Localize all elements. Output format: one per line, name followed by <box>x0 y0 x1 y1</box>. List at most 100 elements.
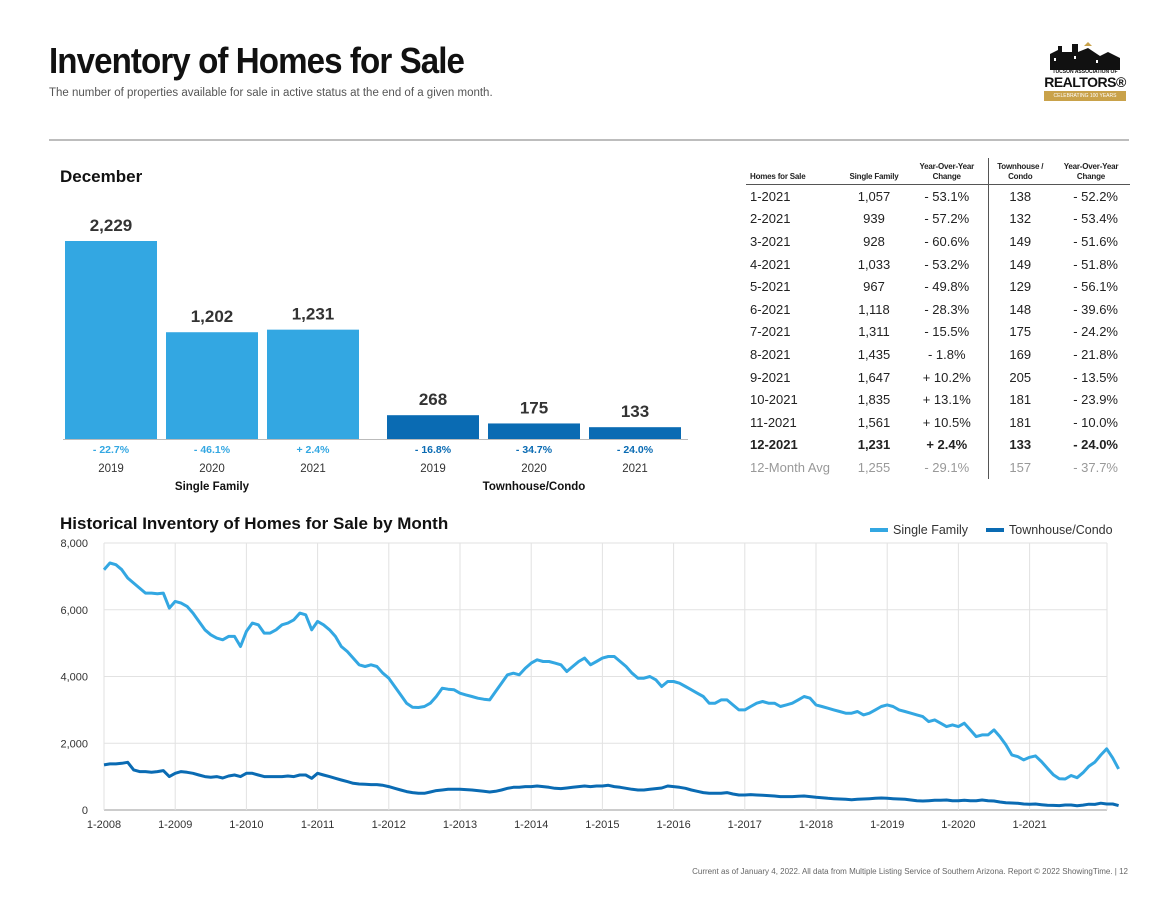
row-yoy-sf: + 10.2% <box>922 369 971 385</box>
table-row: 4-2021 1,033 - 53.2% 149 - 51.8% <box>746 252 1130 276</box>
row-yoy-sf: - 57.2% <box>924 211 970 227</box>
series-line-townhouse <box>103 760 1119 808</box>
bar-year-label: 2020 <box>521 463 547 475</box>
row-single-family: 1,835 <box>857 392 891 408</box>
legend-label-single-family: Single Family <box>893 523 969 537</box>
y-tick-label: 0 <box>82 805 88 817</box>
row-single-family: 1,057 <box>857 188 891 204</box>
row-yoy-th: - 24.0% <box>1073 437 1118 453</box>
table-row: 6-2021 1,118 - 28.3% 148 - 39.6% <box>746 297 1130 321</box>
x-tick-label: 1-2010 <box>229 819 263 831</box>
row-townhouse: 129 <box>987 275 1052 298</box>
row-yoy-th: - 39.6% <box>1073 301 1118 317</box>
row-townhouse: 169 <box>987 343 1052 366</box>
row-yoy-sf: + 10.5% <box>922 414 971 430</box>
row-single-family: 967 <box>863 279 885 295</box>
row-townhouse: 181 <box>987 388 1052 411</box>
bar-year-label: 2021 <box>300 463 326 475</box>
table-row: 12-Month Avg 1,255 - 29.1% 157 - 37.7% <box>746 456 1130 479</box>
bar-change-label: - 46.1% <box>194 444 231 456</box>
row-yoy-th: - 21.8% <box>1073 346 1118 362</box>
row-yoy-th: - 10.0% <box>1073 414 1118 430</box>
row-yoy-sf: - 53.2% <box>924 256 970 272</box>
bar-value-label: 1,231 <box>292 305 335 324</box>
row-townhouse: 132 <box>987 207 1052 231</box>
col-header-homes: Homes for Sale <box>746 158 842 185</box>
row-month: 11-2021 <box>750 414 797 430</box>
col-header-yoy-sf: Year-Over-Year Change <box>906 158 988 185</box>
row-yoy-sf: - 53.1% <box>924 188 970 204</box>
row-yoy-sf: - 1.8% <box>927 346 966 362</box>
x-tick-label: 1-2018 <box>799 819 833 831</box>
row-yoy-sf: - 29.1% <box>924 459 970 475</box>
row-yoy-sf: + 13.1% <box>922 392 971 408</box>
header-divider <box>49 139 1129 141</box>
realtors-logo: TUCSON ASSOCIATION OF REALTORS® CELEBRAT… <box>1040 40 1130 104</box>
bar-townhouse-2020 <box>488 423 580 439</box>
row-single-family: 1,561 <box>857 414 891 430</box>
row-townhouse: 181 <box>987 410 1052 434</box>
table-row: 8-2021 1,435 - 1.8% 169 - 21.8% <box>746 343 1130 366</box>
bar-single-family-2019 <box>65 241 157 439</box>
x-tick-label: 1-2017 <box>728 819 762 831</box>
row-townhouse: 205 <box>987 365 1052 389</box>
x-tick-label: 1-2013 <box>443 819 477 831</box>
row-yoy-th: - 13.5% <box>1073 369 1118 385</box>
row-yoy-sf: - 49.8% <box>924 279 970 295</box>
row-yoy-th: - 23.9% <box>1073 392 1118 408</box>
row-townhouse: 149 <box>987 230 1052 253</box>
row-single-family: 1,118 <box>858 301 890 317</box>
row-month: 7-2021 <box>750 324 791 340</box>
table-row: 7-2021 1,311 - 15.5% 175 - 24.2% <box>746 320 1130 344</box>
row-single-family: 1,647 <box>857 369 891 385</box>
row-townhouse: 149 <box>987 252 1052 276</box>
historical-line-chart: 0 2,000 4,000 6,000 8,000 1-2008 1-2009 1-2010 1… <box>60 538 1120 831</box>
bar-year-label: 2021 <box>622 463 648 475</box>
col-header-yoy-th: Year-Over-Year Change <box>1052 158 1130 185</box>
bar-single-family-2020 <box>166 332 258 439</box>
y-tick-label: 6,000 <box>60 605 88 617</box>
x-tick-label: 1-2020 <box>941 819 975 831</box>
page-title: Inventory of Homes for Sale <box>49 40 465 81</box>
bar-townhouse-2021 <box>589 427 681 439</box>
bar-value-label: 133 <box>621 402 649 421</box>
row-single-family: 928 <box>863 233 885 249</box>
row-yoy-sf: - 28.3% <box>924 301 970 317</box>
table-row: 11-2021 1,561 + 10.5% 181 - 10.0% <box>746 410 1130 434</box>
row-townhouse: 133 <box>987 433 1052 457</box>
bar-value-label: 1,202 <box>191 307 234 326</box>
y-tick-label: 2,000 <box>60 738 88 750</box>
row-townhouse: 138 <box>987 184 1052 208</box>
x-tick-label: 1-2009 <box>158 819 192 831</box>
bar-change-label: + 2.4% <box>297 444 331 456</box>
bar-change-label: - 34.7% <box>516 444 553 456</box>
row-yoy-th: - 52.2% <box>1073 188 1118 204</box>
row-month: 8-2021 <box>750 346 791 362</box>
table-row: 3-2021 928 - 60.6% 149 - 51.6% <box>746 230 1130 253</box>
bar-year-label: 2019 <box>98 463 124 475</box>
skyline-logo-icon <box>1050 42 1120 70</box>
row-townhouse: 148 <box>987 297 1052 321</box>
row-townhouse: 157 <box>987 456 1052 479</box>
row-yoy-sf: + 2.4% <box>926 437 968 453</box>
page-subtitle: The number of properties available for s… <box>49 87 493 99</box>
x-tick-label: 1-2021 <box>1012 819 1046 831</box>
table-row: 5-2021 967 - 49.8% 129 - 56.1% <box>746 275 1130 298</box>
table-row: 2-2021 939 - 57.2% 132 - 53.4% <box>746 207 1130 231</box>
row-yoy-th: - 51.6% <box>1073 233 1118 249</box>
bar-change-label: - 24.0% <box>617 444 654 456</box>
col-header-single-family: Single Family <box>842 158 906 185</box>
bar-value-label: 2,229 <box>90 216 133 235</box>
row-yoy-th: - 56.1% <box>1073 279 1118 295</box>
row-yoy-sf: - 15.5% <box>924 324 970 340</box>
bar-group-label: Townhouse/Condo <box>483 481 586 493</box>
table-row: 12-2021 1,231 + 2.4% 133 - 24.0% <box>746 433 1130 457</box>
table-row: 9-2021 1,647 + 10.2% 205 - 13.5% <box>746 365 1130 389</box>
logo-brand: REALTORS® <box>1044 74 1126 90</box>
page-footer: Current as of January 4, 2022. All data … <box>692 867 1128 876</box>
bar-year-label: 2020 <box>199 463 225 475</box>
col-header-townhouse: Townhouse / Condo <box>987 158 1052 185</box>
row-month: 3-2021 <box>750 233 791 249</box>
x-tick-label: 1-2011 <box>301 819 334 831</box>
row-month: 1-2021 <box>750 188 791 204</box>
